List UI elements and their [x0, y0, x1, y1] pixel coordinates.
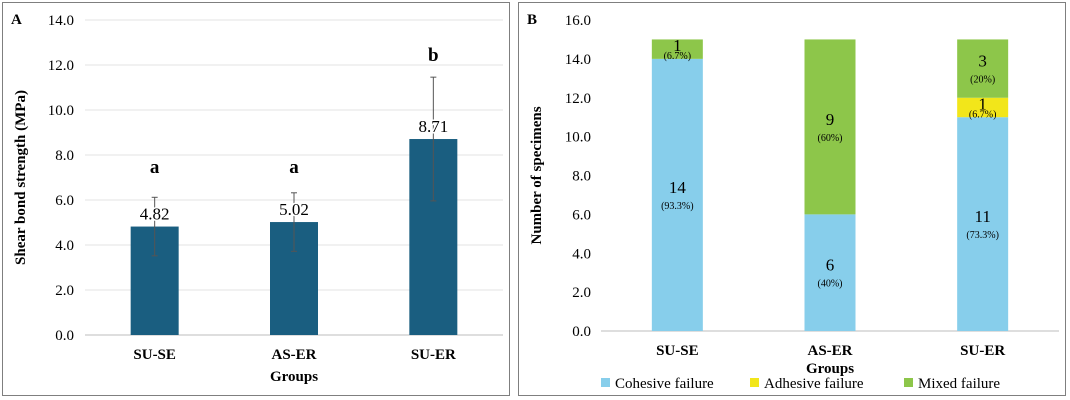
legend-swatch — [904, 378, 913, 387]
segment-count: 14 — [669, 178, 687, 197]
y-tick-label: 2.0 — [572, 285, 591, 301]
x-axis-title: Groups — [806, 361, 854, 377]
y-tick-label: 8.0 — [572, 169, 591, 185]
y-tick-label: 8.0 — [55, 148, 74, 164]
y-tick-label: 0.0 — [55, 328, 74, 344]
y-tick-label: 16.0 — [565, 13, 591, 29]
y-tick-label: 14.0 — [565, 52, 591, 68]
segment-percent: (40%) — [818, 279, 843, 290]
segment-count: 11 — [974, 207, 990, 226]
x-tick-label: SU-ER — [960, 343, 1005, 359]
bar-segment — [804, 39, 856, 215]
bar-segment — [651, 58, 703, 331]
y-tick-label: 4.0 — [55, 238, 74, 254]
x-tick-label: SU-SE — [656, 343, 699, 359]
panel-b: B 0.0 2.0 4.0 6.0 8.0 10.0 12.0 14.0 16.0 14 (93.3%… — [518, 2, 1066, 396]
y-tick-label: 0.0 — [572, 324, 591, 340]
y-tick-label: 10.0 — [48, 103, 74, 119]
y-tick-label: 10.0 — [565, 130, 591, 146]
segment-percent: (73.3%) — [966, 230, 999, 241]
segment-count: 3 — [978, 52, 987, 71]
bar-segment — [957, 97, 1009, 118]
legend-label: Cohesive failure — [615, 376, 714, 392]
significance-letter: a — [150, 157, 160, 178]
data-label: 4.82 — [140, 205, 170, 224]
data-label: 5.02 — [279, 200, 309, 219]
segment-percent: (60%) — [818, 133, 843, 144]
chart-b: B 0.0 2.0 4.0 6.0 8.0 10.0 12.0 14.0 16.0 14 (93.3%… — [527, 12, 1059, 392]
x-tick-label: AS-ER — [271, 347, 316, 363]
segment-percent: (6.7%) — [664, 51, 692, 62]
y-tick-label: 12.0 — [565, 91, 591, 107]
y-tick-label: 6.0 — [572, 207, 591, 223]
bar-segment — [957, 117, 1009, 331]
bar-segment — [651, 39, 703, 59]
x-tick-label: SU-SE — [133, 347, 176, 363]
y-axis-title: Shear bond strength (MPa) — [13, 90, 29, 265]
segment-count: 1 — [673, 36, 682, 55]
x-axis-title: Groups — [270, 369, 318, 385]
segment-percent: (93.3%) — [661, 201, 694, 212]
x-tick-label: SU-ER — [411, 347, 456, 363]
bar-segment — [957, 39, 1009, 98]
segment-percent: (20%) — [970, 75, 995, 86]
legend-label: Adhesive failure — [764, 376, 864, 392]
y-tick-label: 14.0 — [48, 13, 74, 29]
legend-label: Mixed failure — [918, 376, 1000, 392]
panel-a: A 0.0 2.0 4.0 6.0 8.0 10.0 12.0 14.0 4.82 a SU-SE 5.… — [2, 2, 510, 396]
x-tick-label: AS-ER — [807, 343, 852, 359]
y-tick-label: 6.0 — [55, 193, 74, 209]
segment-percent: (6.7%) — [969, 109, 997, 120]
segment-count: 1 — [978, 94, 987, 113]
segment-count: 6 — [826, 256, 835, 275]
significance-letter: b — [428, 45, 439, 66]
chart-a: A 0.0 2.0 4.0 6.0 8.0 10.0 12.0 14.0 4.82 a SU-SE 5.… — [11, 12, 503, 385]
y-axis-title: Number of specimens — [529, 106, 545, 244]
segment-count: 9 — [826, 110, 835, 129]
significance-letter: a — [289, 157, 299, 178]
y-tick-label: 12.0 — [48, 58, 74, 74]
bar-segment — [804, 214, 856, 331]
y-tick-label: 2.0 — [55, 283, 74, 299]
panel-label: A — [11, 12, 22, 28]
y-tick-label: 4.0 — [572, 246, 591, 262]
legend-swatch — [601, 378, 610, 387]
data-label: 8.71 — [418, 117, 448, 136]
legend-swatch — [750, 378, 759, 387]
panel-label: B — [527, 12, 537, 28]
